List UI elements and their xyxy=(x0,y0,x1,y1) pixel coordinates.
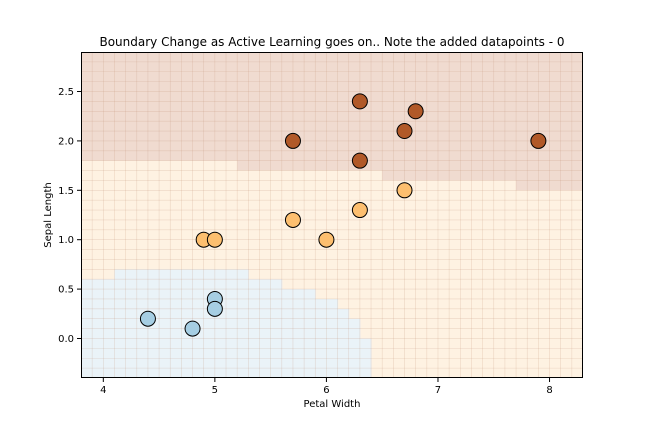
region-class-2 xyxy=(81,52,238,161)
data-point-class-2 xyxy=(530,132,547,149)
data-point-class-1 xyxy=(351,202,368,219)
y-tick-label: 1.5 xyxy=(58,186,74,197)
data-point-class-2 xyxy=(407,103,424,120)
x-axis-ticks: 4 5 6 7 8 xyxy=(100,378,553,396)
y-tick-label: 2.0 xyxy=(58,136,74,147)
y-tick-label: 1.0 xyxy=(58,235,74,246)
decision-mesh xyxy=(81,52,583,378)
data-point-class-1 xyxy=(318,231,335,248)
region-class-2 xyxy=(516,52,583,191)
decision-regions xyxy=(81,52,583,378)
data-point-class-2 xyxy=(351,152,368,169)
data-point-class-0 xyxy=(184,320,201,337)
data-point-class-1 xyxy=(284,211,301,228)
plot-frame xyxy=(81,52,583,378)
data-point-class-0 xyxy=(206,300,223,317)
x-tick-label: 4 xyxy=(100,385,106,396)
x-axis-label: Petal Width xyxy=(304,399,361,410)
data-points xyxy=(139,93,547,337)
data-point-class-2 xyxy=(396,123,413,140)
chart-title: Boundary Change as Active Learning goes … xyxy=(99,35,564,49)
region-class-0 xyxy=(337,308,350,378)
region-class-0 xyxy=(359,338,372,378)
region-class-0 xyxy=(114,269,249,378)
x-tick-label: 6 xyxy=(323,385,329,396)
x-tick-label: 5 xyxy=(212,385,218,396)
region-class-2 xyxy=(237,52,383,171)
x-tick-label: 7 xyxy=(435,385,441,396)
y-axis-ticks: 0.0 0.5 1.0 1.5 2.0 2.5 xyxy=(58,87,81,345)
y-tick-label: 0.0 xyxy=(58,334,74,345)
region-class-0 xyxy=(81,279,115,378)
y-tick-label: 2.5 xyxy=(58,87,74,98)
data-point-class-1 xyxy=(206,231,223,248)
data-point-class-0 xyxy=(139,310,156,327)
x-tick-label: 8 xyxy=(546,385,552,396)
region-class-2 xyxy=(382,52,517,181)
data-point-class-2 xyxy=(284,132,301,149)
region-class-0 xyxy=(348,318,361,378)
region-class-0 xyxy=(281,289,316,378)
region-class-0 xyxy=(248,279,283,378)
y-axis-label: Sepal Length xyxy=(43,182,54,247)
data-point-class-1 xyxy=(396,182,413,199)
y-tick-label: 0.5 xyxy=(58,285,74,296)
region-class-0 xyxy=(315,298,339,378)
data-point-class-2 xyxy=(351,93,368,110)
